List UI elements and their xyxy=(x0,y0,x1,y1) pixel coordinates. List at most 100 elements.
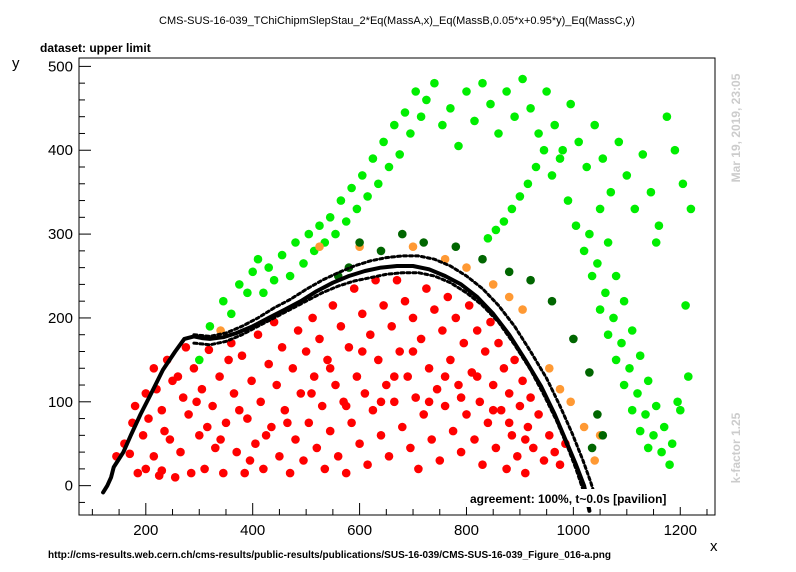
scatter-point xyxy=(598,154,608,163)
scatter-point xyxy=(470,435,479,444)
scatter-point xyxy=(181,343,191,352)
scatter-point xyxy=(456,393,466,402)
scatter-point xyxy=(603,238,613,247)
scatter-point xyxy=(189,364,199,373)
scatter-point xyxy=(406,129,415,138)
x-tick-label: 1200 xyxy=(664,522,697,539)
y-tick-label: 300 xyxy=(48,226,73,243)
scatter-point xyxy=(488,380,498,390)
scatter-point xyxy=(376,397,386,407)
scatter-point xyxy=(611,271,621,281)
y-tick-label: 0 xyxy=(65,478,73,495)
scatter-point xyxy=(504,389,514,398)
scatter-point xyxy=(432,384,442,394)
scatter-point xyxy=(478,254,487,264)
scatter-point xyxy=(545,364,554,373)
scatter-point xyxy=(215,372,224,381)
scatter-point xyxy=(379,137,388,147)
scatter-point xyxy=(323,355,332,365)
scatter-point xyxy=(515,192,525,201)
scatter-point xyxy=(267,422,276,432)
scatter-point xyxy=(464,301,474,310)
scatter-point xyxy=(344,343,354,352)
scatter-point xyxy=(349,284,359,293)
scatter-point xyxy=(368,405,378,415)
scatter-point xyxy=(472,326,482,335)
scatter-point xyxy=(277,343,287,352)
scatter-point xyxy=(534,129,543,138)
scatter-point xyxy=(184,410,193,419)
scatter-point xyxy=(237,351,247,361)
scatter-point xyxy=(622,171,632,180)
scatter-point xyxy=(550,120,559,130)
scatter-point xyxy=(229,389,239,398)
scatter-point xyxy=(523,422,533,432)
scatter-point xyxy=(352,372,362,381)
scatter-point xyxy=(304,418,314,428)
scatter-point xyxy=(595,305,605,314)
scatter-point xyxy=(149,452,159,461)
x-tick-label: 800 xyxy=(454,522,479,539)
agreement-annotation: agreement: 100%, t~0.0s [pavilion] xyxy=(470,492,666,506)
scatter-point xyxy=(264,263,274,272)
scatter-point xyxy=(440,401,450,411)
y-tick-label: 200 xyxy=(48,310,73,327)
scatter-point xyxy=(625,364,634,373)
scatter-point xyxy=(390,120,399,130)
y-tick-label: 400 xyxy=(48,142,73,159)
scatter-point xyxy=(585,368,594,377)
x-tick-label: 400 xyxy=(240,522,265,539)
scatter-point xyxy=(235,405,244,415)
scatter-point xyxy=(280,405,290,415)
scatter-point xyxy=(133,468,143,478)
limit-curve-dashed xyxy=(192,254,598,500)
scatter-point xyxy=(416,334,426,344)
scatter-point xyxy=(529,443,538,453)
scatter-point xyxy=(638,150,648,159)
scatter-point xyxy=(336,322,346,331)
scatter-point xyxy=(569,334,578,344)
scatter-point xyxy=(336,196,346,205)
scatter-point xyxy=(315,242,324,251)
scatter-point xyxy=(504,292,514,302)
scatter-point xyxy=(379,301,388,310)
scatter-point xyxy=(398,229,407,239)
scatter-point xyxy=(478,460,487,470)
x-tick-label: 1000 xyxy=(557,522,590,539)
scatter-point xyxy=(384,452,394,461)
scatter-point xyxy=(491,443,501,453)
scatter-point xyxy=(285,271,295,281)
scatter-point xyxy=(341,401,351,411)
scatter-point xyxy=(504,267,514,277)
scatter-point xyxy=(256,397,266,407)
scatter-point xyxy=(526,104,535,113)
scatter-point xyxy=(531,162,541,172)
scatter-point xyxy=(440,254,450,264)
scatter-point xyxy=(315,221,324,230)
scatter-point xyxy=(232,447,241,457)
scatter-point xyxy=(619,380,629,390)
scatter-point xyxy=(341,217,351,226)
scatter-point xyxy=(510,112,519,121)
scatter-point xyxy=(154,471,164,480)
scatter-point xyxy=(130,401,140,411)
scatter-point xyxy=(619,296,629,306)
scatter-point xyxy=(251,439,260,449)
scatter-point xyxy=(219,468,228,478)
scatter-point xyxy=(488,280,498,289)
scatter-point xyxy=(462,410,471,419)
scatter-point xyxy=(494,129,503,138)
axes-layer: 200 400 600 800 1000 1200 0 100 200 300 400 500 xyxy=(48,58,708,539)
scatter-point xyxy=(291,238,300,247)
side-text-top: Mar 19, 2019, 23:05 xyxy=(729,73,743,182)
scatter-point xyxy=(555,460,565,470)
scatter-point xyxy=(400,108,410,117)
scatter-point xyxy=(341,468,351,478)
scatter-point xyxy=(643,443,653,453)
scatter-point xyxy=(454,141,463,151)
scatter-point xyxy=(499,364,509,373)
scatter-point xyxy=(494,338,503,348)
scatter-point xyxy=(178,393,188,402)
scatter-point xyxy=(419,238,429,247)
